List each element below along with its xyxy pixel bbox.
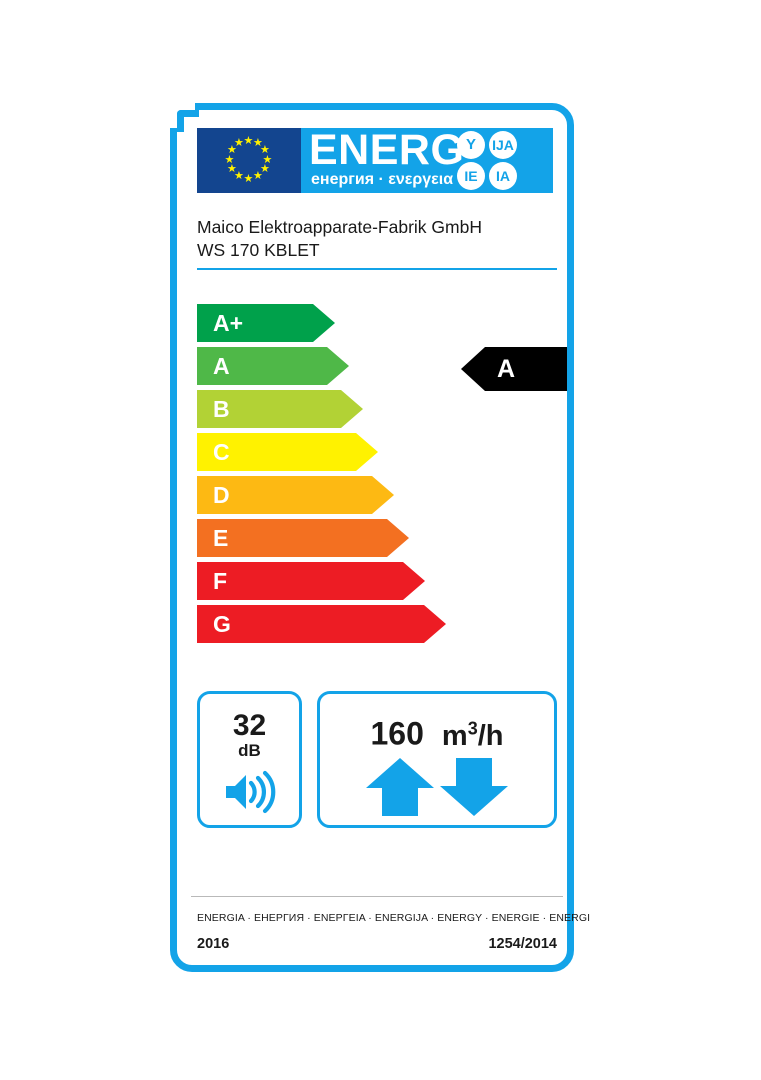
supplier-divider bbox=[197, 268, 557, 270]
label-header: ENERG енергия · ενεργεια Y IJA IE IA bbox=[197, 126, 553, 193]
energy-class-arrow-a: A bbox=[197, 347, 349, 385]
airflow-unit-exponent: 3 bbox=[467, 718, 478, 738]
energy-class-row: G bbox=[197, 605, 557, 643]
energy-class-arrow-aplus: A+ bbox=[197, 304, 335, 342]
airflow-unit-rest: /h bbox=[477, 719, 504, 752]
energy-class-letter: A bbox=[213, 353, 230, 379]
energ-subtitle: енергия · ενεργεια bbox=[311, 171, 454, 188]
footer-divider bbox=[191, 896, 563, 897]
energy-label-frame: ENERG енергия · ενεργεια Y IJA IE IA Mai… bbox=[169, 102, 591, 972]
energy-class-letter: C bbox=[213, 439, 230, 465]
specifications-row: 32 dB 160 m3/h bbox=[197, 691, 557, 828]
energy-class-row: B bbox=[197, 390, 557, 428]
energy-class-letter: G bbox=[213, 611, 231, 637]
airflow-value-row: 160 m3/h bbox=[320, 710, 554, 759]
lang-circle-ia: IA bbox=[489, 162, 517, 190]
footer-language-list: ENERGIA · ЕНЕРГИЯ · ΕΝΕΡΓΕΙΑ · ENERGIJA … bbox=[197, 912, 591, 924]
noise-unit: dB bbox=[238, 741, 261, 760]
energy-class-letter: F bbox=[213, 568, 228, 594]
speaker-icon bbox=[222, 770, 278, 814]
badge-arrow-shape bbox=[461, 347, 567, 391]
arrow-up-icon bbox=[366, 758, 434, 816]
airflow-rate-box: 160 m3/h bbox=[317, 691, 557, 828]
energy-class-badge: A bbox=[461, 347, 567, 391]
airflow-unit-main: m bbox=[441, 719, 468, 752]
energy-class-letter: D bbox=[213, 482, 230, 508]
airflow-direction-icons bbox=[362, 756, 512, 818]
noise-level-box: 32 dB bbox=[197, 691, 302, 828]
energ-logo-block: ENERG енергия · ενεργεια Y IJA IE IA bbox=[301, 126, 553, 193]
eu-flag-icon bbox=[197, 128, 301, 193]
energy-class-arrow-g: G bbox=[197, 605, 446, 643]
arrow-down-icon bbox=[440, 758, 508, 816]
energy-class-arrow-c: C bbox=[197, 433, 378, 471]
energy-class-row: C bbox=[197, 433, 557, 471]
corner-notch-decoration bbox=[169, 102, 199, 132]
airflow-value: 160 bbox=[370, 715, 424, 752]
lang-circle-ija: IJA bbox=[489, 131, 517, 159]
energy-class-letter: E bbox=[213, 525, 229, 551]
lang-circle-y: Y bbox=[457, 131, 485, 159]
energ-wordmark: ENERG bbox=[309, 126, 465, 174]
energy-class-letter: A+ bbox=[213, 310, 244, 336]
lang-circle-ie: IE bbox=[457, 162, 485, 190]
energy-class-scale: A+ A B C D E F G bbox=[197, 304, 557, 648]
energy-class-arrow-b: B bbox=[197, 390, 363, 428]
energy-class-arrow-e: E bbox=[197, 519, 409, 557]
label-year: 2016 bbox=[197, 936, 230, 952]
energy-class-arrow-d: D bbox=[197, 476, 394, 514]
energy-class-row: A+ bbox=[197, 304, 557, 342]
energy-class-row: D bbox=[197, 476, 557, 514]
badge-class-letter: A bbox=[496, 355, 516, 383]
airflow-unit: m3/h bbox=[441, 718, 504, 752]
label-inner: ENERG енергия · ενεργεια Y IJA IE IA Mai… bbox=[177, 110, 591, 965]
footer-bottom-row: 2016 1254/2014 bbox=[197, 936, 557, 952]
energy-class-row: E bbox=[197, 519, 557, 557]
supplier-name: Maico Elektroapparate-Fabrik GmbH bbox=[197, 217, 482, 237]
noise-value: 32 bbox=[232, 709, 267, 742]
model-identifier: WS 170 KBLET bbox=[197, 240, 320, 260]
language-suffix-circles: Y IJA IE IA bbox=[455, 131, 547, 191]
supplier-identification: Maico Elektroapparate-Fabrik GmbH WS 170… bbox=[197, 216, 557, 262]
energy-class-row: A bbox=[197, 347, 557, 385]
energy-class-letter: B bbox=[213, 396, 230, 422]
energy-class-arrow-f: F bbox=[197, 562, 425, 600]
energy-class-row: F bbox=[197, 562, 557, 600]
regulation-number: 1254/2014 bbox=[488, 936, 557, 952]
